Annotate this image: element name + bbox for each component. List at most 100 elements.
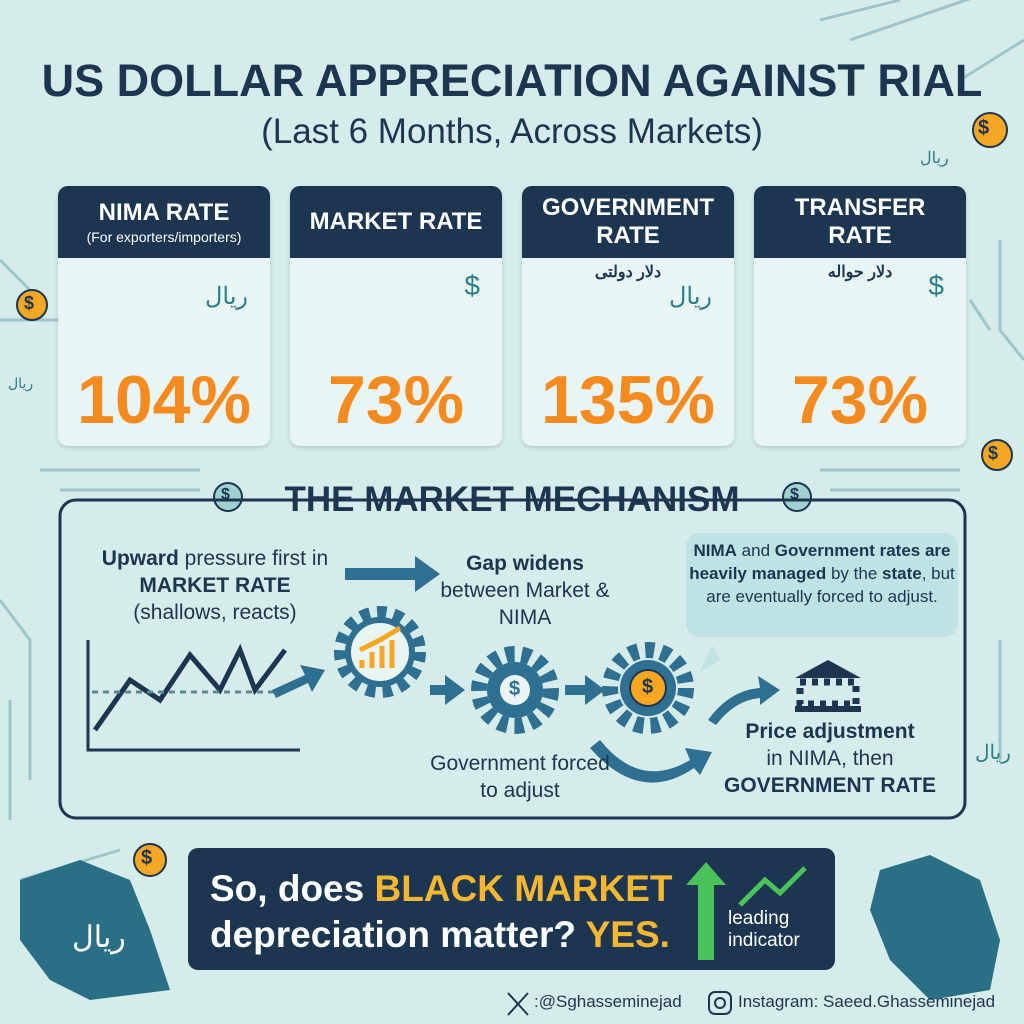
decoration — [714, 997, 726, 1009]
coins — [16, 112, 1013, 877]
highlight: BLACK MARKET — [374, 868, 673, 909]
decoration — [213, 482, 243, 512]
government-text: Government forced to adjust — [430, 752, 610, 802]
decoration — [708, 991, 732, 1015]
decoration — [686, 862, 726, 960]
callout: NIMA and Government rates are heavily ma… — [686, 533, 958, 637]
card-header: MARKET RATE — [290, 186, 502, 258]
card-title: NIMA RATE — [98, 199, 230, 226]
decoration — [133, 843, 167, 877]
card-header: GOVERNMENT RATE — [522, 186, 734, 258]
mechanism-frame — [58, 498, 967, 820]
decoration — [345, 556, 440, 592]
x-handle: :@Sghasseminejad — [534, 992, 682, 1011]
text: by the — [826, 564, 882, 583]
indicator-label: leading indicator — [728, 908, 800, 951]
rate-card: TRANSFER RATE دلار حواله $ 73% — [754, 186, 966, 446]
decoration — [86, 640, 300, 752]
rate-card: MARKET RATE $ 73% — [290, 186, 502, 446]
social-icons — [507, 991, 732, 1016]
rate-card: GOVERNMENT RATE دلار دولتی ریال 135% — [522, 186, 734, 446]
rial-symbol: ریال — [920, 150, 949, 167]
mechanism-title: THE MARKET MECHANISM — [284, 480, 740, 519]
pressure-text: Upward pressure first in MARKET RATE (sha… — [80, 545, 350, 626]
decoration — [430, 675, 465, 705]
decoration — [92, 643, 287, 732]
bold-text: state — [882, 564, 922, 583]
rate-value: 135% — [541, 362, 715, 438]
currency: ریال — [668, 283, 712, 310]
decoration — [708, 676, 780, 725]
line-chart-icon — [86, 640, 300, 752]
coin-symbol: $ — [642, 676, 654, 698]
decoration — [565, 675, 605, 705]
decoration — [188, 848, 835, 970]
decoration — [795, 660, 861, 678]
rate-card: NIMA RATE (For exporters/importers) ریال … — [58, 186, 270, 446]
bold-text: MARKET RATE — [139, 574, 291, 597]
decoration — [795, 706, 861, 712]
rial-symbol: ریال — [72, 921, 126, 954]
highlight: YES. — [585, 914, 670, 955]
decoration — [602, 642, 694, 734]
currency: $ — [928, 270, 944, 301]
text: (shallows, reacts) — [133, 601, 297, 624]
bold-text: Government rates are heavily managed — [689, 541, 951, 583]
circuit-lines — [0, 0, 1024, 882]
bold-text: NIMA — [693, 541, 737, 560]
coin-symbol: $ — [988, 443, 999, 463]
text: pressure first in — [178, 547, 329, 570]
card-title: TRANSFER RATE — [794, 194, 926, 249]
coin-symbol: $ — [978, 117, 990, 139]
decoration — [700, 645, 720, 672]
decoration — [272, 665, 325, 698]
decoration — [507, 992, 529, 1016]
instagram-handle: Instagram: Saeed.Ghasseminejad — [738, 992, 996, 1011]
decoration — [972, 112, 1008, 148]
card-header: NIMA RATE (For exporters/importers) — [58, 186, 270, 258]
text: and — [736, 541, 775, 560]
rate-value: 73% — [791, 362, 929, 438]
arrows — [272, 556, 780, 783]
bold-text: GOVERNMENT RATE — [724, 774, 936, 797]
adjustment-text: Price adjustment in NIMA, then GOVERNMENT … — [705, 718, 955, 799]
coin-symbol: $ — [221, 486, 230, 503]
card-persian: دلار دولتی — [594, 264, 662, 281]
card-title: GOVERNMENT RATE — [541, 194, 714, 249]
decoration — [782, 482, 812, 512]
card-persian: دلار حواله — [827, 264, 893, 281]
text: So, does — [210, 868, 375, 909]
card-title: MARKET RATE — [309, 208, 483, 235]
conclusion-box — [188, 848, 835, 970]
coin-symbol: $ — [790, 486, 799, 503]
decoration — [334, 606, 426, 698]
rate-value: 73% — [327, 362, 465, 438]
text: between Market & NIMA — [440, 579, 610, 629]
gears — [334, 606, 694, 734]
text: depreciation matter? — [210, 914, 586, 955]
decoration — [358, 625, 402, 668]
currency: ریال — [204, 283, 248, 310]
text: , but are eventually forced to adjust. — [706, 564, 955, 606]
decoration — [738, 866, 807, 907]
subtitle: (Last 6 Months, Across Markets) — [261, 112, 763, 151]
card-note: (For exporters/importers) — [86, 229, 242, 245]
rial-symbol: ریال — [8, 375, 34, 391]
coin-symbol: $ — [24, 293, 35, 313]
rate-value: 104% — [77, 362, 251, 438]
coin-symbol: $ — [141, 847, 153, 869]
bank-icon-small — [795, 660, 861, 712]
iran-map-right — [870, 855, 1000, 1000]
coin-symbol: $ — [509, 678, 521, 700]
bold-text: Upward — [101, 547, 179, 570]
gap-text: Gap widens between Market & NIMA — [435, 550, 615, 631]
bold-text: Gap widens — [466, 552, 584, 575]
card-header: TRANSFER RATE — [754, 186, 966, 258]
decoration — [19, 468, 960, 882]
text: in NIMA, then — [766, 747, 894, 770]
decoration — [16, 289, 48, 321]
decoration — [796, 678, 860, 708]
conclusion-text: So, does BLACK MARKET depreciation matte… — [210, 866, 690, 958]
rial-symbol: ریال — [975, 742, 1011, 764]
decoration — [471, 646, 559, 734]
